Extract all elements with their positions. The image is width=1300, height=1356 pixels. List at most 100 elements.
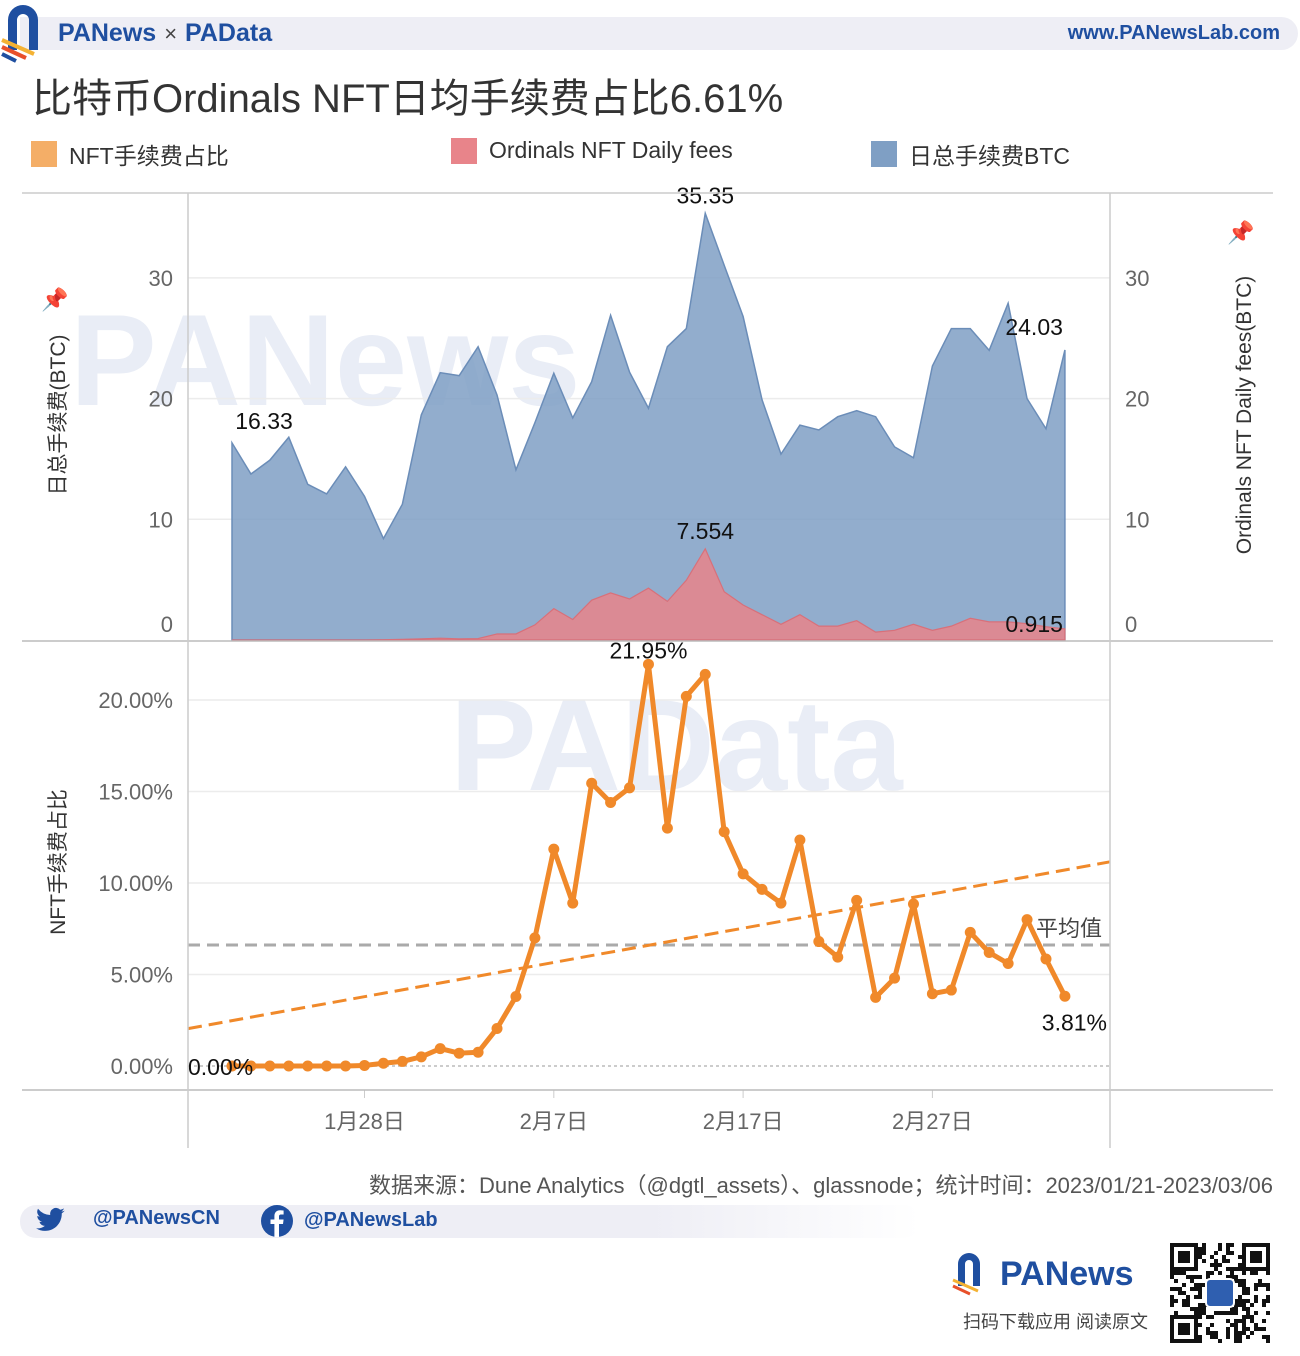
qr-module [1242,1291,1246,1295]
qr-module [1218,1311,1222,1315]
qr-module [1182,1291,1186,1295]
qr-module [1230,1243,1234,1247]
qr-module [1238,1267,1242,1271]
pin-icon[interactable]: 📌 [1227,219,1254,245]
qr-module [1246,1335,1250,1339]
qr-module [1182,1303,1186,1307]
qr-module [1190,1307,1194,1311]
data-point [756,883,768,895]
qr-module [1190,1279,1194,1283]
qr-module [1254,1287,1258,1291]
qr-module [1238,1319,1242,1323]
qr-module [1198,1287,1202,1291]
qr-module [1218,1263,1222,1267]
data-label: 7.554 [676,518,734,544]
qr-module [1266,1287,1270,1291]
brand-separator: × [164,21,178,46]
chart-frame [22,192,1273,1148]
qr-module [1238,1279,1242,1283]
qr-module [1226,1327,1230,1331]
data-point [302,1060,314,1072]
data-point [983,947,995,959]
qr-module [1198,1291,1202,1295]
legend-swatch [31,141,57,167]
qr-module [1238,1283,1242,1287]
qr-module [1246,1307,1250,1311]
qr-module [1170,1299,1174,1303]
qr-module [1178,1287,1182,1291]
brand-padata: PAData [185,19,273,47]
qr-module [1170,1295,1174,1299]
qr-module [1198,1275,1202,1279]
qr-module [1226,1331,1230,1335]
qr-module [1226,1259,1230,1263]
y-tick: 15.00% [98,780,173,805]
qr-module [1254,1283,1258,1287]
qr-module [1202,1307,1206,1311]
y-axis-title-right: Ordinals NFT Daily fees(BTC) [1233,276,1256,555]
x-tick-label: 2月27日 [892,1109,973,1134]
qr-module [1242,1331,1246,1335]
qr-module [1234,1323,1238,1327]
qr-module [1202,1247,1206,1251]
data-point [472,1046,484,1058]
qr-module [1234,1327,1238,1331]
qr-module [1266,1283,1270,1287]
qr-module [1242,1303,1246,1307]
data-point [321,1060,333,1072]
qr-module [1230,1251,1234,1255]
qr-module [1206,1331,1210,1335]
qr-module [1182,1283,1186,1287]
qr-module [1206,1271,1210,1275]
qr-module [1234,1307,1238,1311]
qr-module [1246,1287,1250,1291]
y-tick: 10.00% [98,871,173,896]
qr-module [1238,1263,1242,1267]
qr-module [1202,1311,1206,1315]
qr-code-icon[interactable] [1168,1241,1272,1345]
qr-module [1198,1247,1202,1251]
qr-module [1250,1331,1254,1335]
qr-module [1254,1271,1258,1275]
data-point [964,926,976,938]
twitter-handle[interactable]: @PANewsCN [93,1207,220,1229]
qr-module [1210,1335,1214,1339]
qr-module [1194,1283,1198,1287]
twitter-icon[interactable] [36,1207,66,1233]
qr-module [1198,1311,1202,1315]
y-tick: 5.00% [111,963,173,988]
data-point [359,1059,371,1071]
qr-module [1170,1287,1174,1291]
data-point [699,668,711,680]
qr-module [1234,1311,1238,1315]
qr-module [1174,1287,1178,1291]
qr-module [1226,1251,1230,1255]
facebook-icon[interactable] [261,1205,293,1237]
website-url[interactable]: www.PANewsLab.com [1067,22,1280,44]
qr-module [1214,1251,1218,1255]
qr-module [1198,1315,1202,1319]
data-point [1059,990,1071,1002]
qr-module [1226,1319,1230,1323]
qr-finder [1250,1251,1262,1263]
qr-module [1262,1335,1266,1339]
facebook-handle[interactable]: @PANewsLab [304,1209,438,1231]
y-axis-title-left: 日总手续费(BTC) [47,335,70,496]
data-point [434,1043,446,1055]
data-label: 3.81% [1042,1009,1107,1035]
qr-module [1214,1331,1218,1335]
qr-module [1226,1267,1230,1271]
data-point [794,834,806,846]
qr-module [1218,1339,1222,1343]
pin-icon[interactable]: 📌 [41,286,68,312]
qr-module [1214,1335,1218,1339]
data-point [605,796,617,808]
qr-module [1254,1299,1258,1303]
y-tick-left: 0 [161,612,173,637]
data-point [907,898,919,910]
y-tick-left: 30 [149,266,173,291]
chart-text: 日总手续费(BTC) Ordinals NFT Daily fees(BTC) … [41,219,1256,935]
data-point [396,1055,408,1067]
data-point [945,984,957,996]
